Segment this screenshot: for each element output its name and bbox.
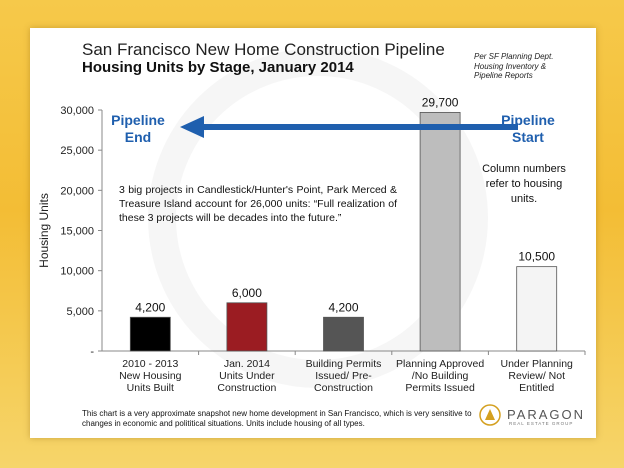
y-tick-label: - xyxy=(90,346,94,358)
logo-tagline: REAL ESTATE GROUP xyxy=(509,421,574,426)
footnote: This chart is a very approximate snapsho… xyxy=(82,409,472,428)
source-line: Housing Inventory & xyxy=(474,61,547,71)
data-label: 6,000 xyxy=(232,286,262,300)
data-label: 29,700 xyxy=(422,95,459,109)
bar xyxy=(129,316,171,352)
column-note: Column numbers refer to housing units. xyxy=(482,163,566,205)
y-tick-label: 20,000 xyxy=(60,185,94,197)
axes: - 5,000 10,000 15,000 20,000 25,000 30,000 Hous… xyxy=(37,105,586,358)
x-category-label: /No Building xyxy=(412,370,469,382)
x-category-label: Entitled xyxy=(519,382,554,394)
y-tick-label: 15,000 xyxy=(60,226,94,238)
chart-subtitle: Housing Units by Stage, January 2014 xyxy=(82,59,354,76)
pipeline-end-line: Pipeline xyxy=(111,112,165,128)
bar xyxy=(516,266,558,352)
bar xyxy=(226,302,268,352)
source-line: Pipeline Reports xyxy=(474,71,533,80)
bar xyxy=(419,112,461,352)
x-category-label: Construction xyxy=(217,382,276,394)
x-category-label: Jan. 2014 xyxy=(224,358,270,370)
logo-name: PARAGON xyxy=(507,407,586,422)
data-label: 4,200 xyxy=(135,300,165,314)
x-category-label: New Housing xyxy=(119,370,182,382)
data-label: 10,500 xyxy=(518,250,555,264)
y-axis-label: Housing Units xyxy=(37,193,51,268)
bar-chart: - 5,000 10,000 15,000 20,000 25,000 30,000 Hous… xyxy=(37,95,586,394)
y-tick-label: 30,000 xyxy=(60,105,94,117)
pipeline-start-label: Pipeline Start xyxy=(498,112,558,146)
x-category-label: Planning Approved xyxy=(396,358,484,370)
x-category-label: Issued/ Pre- xyxy=(315,370,372,382)
paragon-mark-icon xyxy=(479,404,501,426)
y-tick-label: 25,000 xyxy=(60,145,94,157)
source-note: Per SF Planning Dept. Housing Inventory … xyxy=(474,52,584,81)
x-category-label: Units Under xyxy=(219,370,275,382)
x-category-label: Building Permits xyxy=(306,358,382,370)
y-tick-label: 10,000 xyxy=(60,266,94,278)
pipeline-start-line: Pipeline xyxy=(501,112,555,128)
source-line: Per SF Planning Dept. xyxy=(474,52,554,61)
paragon-logo: PARAGON REAL ESTATE GROUP xyxy=(479,404,589,432)
x-category-label: 2010 - 2013 xyxy=(122,358,178,370)
bars xyxy=(129,112,558,352)
chart-card: San Francisco New Home Construction Pipe… xyxy=(30,28,596,438)
x-category-label: Review/ Not xyxy=(508,370,565,382)
pipeline-end-line: End xyxy=(124,129,152,145)
x-category-label: Units Built xyxy=(127,382,174,394)
y-tick-label: 5,000 xyxy=(66,306,94,318)
data-label: 4,200 xyxy=(328,300,358,314)
annotation-text: 3 big projects in Candlestick/Hunter's P… xyxy=(119,184,397,224)
pipeline-arrow xyxy=(180,116,518,138)
x-category-label: Under Planning xyxy=(501,358,574,370)
x-category-label: Permits Issued xyxy=(405,382,475,394)
x-category-label: Construction xyxy=(314,382,373,394)
pipeline-end-label: Pipeline End xyxy=(108,112,168,146)
chart-title: San Francisco New Home Construction Pipe… xyxy=(82,40,445,59)
arrow-head xyxy=(180,116,204,138)
bar xyxy=(323,316,364,352)
pipeline-start-line: Start xyxy=(512,129,544,145)
